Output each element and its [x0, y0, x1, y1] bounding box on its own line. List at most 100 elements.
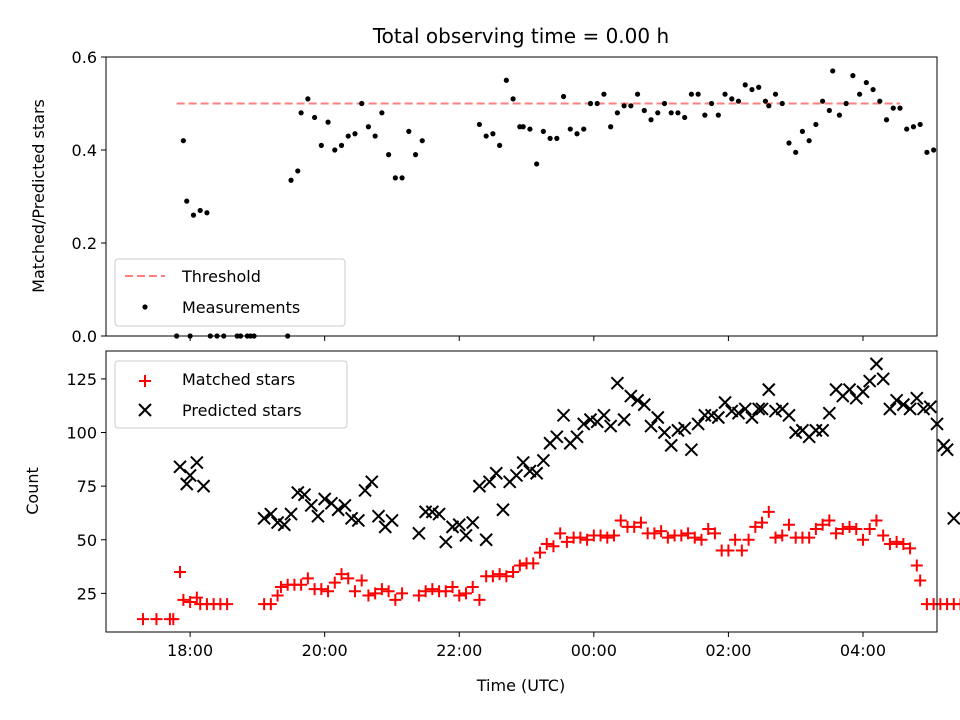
data-point	[581, 126, 587, 132]
ratio-panel: 0.0 0.2 0.4 0.6 Matched/Predicted stars Thr…	[29, 48, 938, 346]
data-point	[651, 410, 665, 425]
chart-title: Total observing time = 0.00 h	[372, 24, 669, 48]
data-point	[574, 531, 587, 544]
count-x-ticks: 18:00 20:00 22:00 00:00 02:00 04:00	[167, 632, 886, 660]
data-point	[581, 533, 594, 546]
matched-stars-series	[137, 505, 960, 626]
data-point	[863, 523, 876, 536]
data-point	[318, 142, 324, 148]
data-point	[890, 105, 896, 111]
count-x-tick-label: 02:00	[705, 641, 751, 660]
data-point	[691, 417, 705, 431]
data-point	[870, 86, 876, 93]
data-point	[534, 546, 547, 559]
count-y-tick-label: 125	[66, 370, 97, 389]
data-point	[904, 126, 910, 132]
count-y-ticks: 25 50 75 100 125	[66, 370, 106, 603]
data-point	[426, 583, 439, 596]
data-point	[954, 598, 960, 611]
ratio-y-ticks: 0.0 0.2 0.4 0.6	[72, 48, 106, 346]
data-point	[661, 531, 674, 544]
data-point	[419, 138, 425, 144]
data-point	[297, 488, 312, 502]
data-point	[637, 397, 652, 412]
data-point	[675, 529, 688, 542]
data-point	[668, 110, 674, 116]
data-point	[520, 124, 526, 130]
data-point	[722, 91, 728, 97]
data-point	[641, 107, 647, 114]
data-point	[702, 112, 708, 118]
data-point	[325, 119, 331, 125]
data-point	[264, 598, 277, 611]
count-x-tick-label: 20:00	[302, 641, 348, 660]
data-point	[931, 147, 937, 153]
data-point	[863, 79, 869, 86]
data-point	[677, 421, 692, 435]
data-point	[550, 430, 564, 444]
data-point	[664, 438, 678, 453]
data-point	[755, 402, 769, 416]
data-point	[782, 408, 796, 423]
data-point	[731, 406, 746, 420]
data-point	[890, 535, 903, 548]
data-point	[167, 613, 180, 626]
ratio-x-ticks	[189, 336, 864, 341]
data-point	[601, 531, 614, 544]
data-point	[288, 177, 294, 183]
data-point	[359, 100, 365, 107]
data-point	[883, 402, 897, 416]
data-point	[657, 425, 672, 440]
data-point	[304, 498, 318, 513]
data-point	[509, 468, 524, 483]
data-point	[284, 507, 298, 521]
data-point	[718, 395, 732, 410]
data-point	[459, 528, 473, 543]
count-plot-area	[137, 357, 960, 626]
data-point	[715, 112, 721, 118]
data-point	[331, 503, 345, 517]
data-point	[610, 376, 625, 390]
data-point	[466, 515, 480, 530]
ratio-axes-frame	[105, 56, 938, 337]
threshold-legend-label: Threshold	[181, 267, 261, 286]
data-point	[372, 133, 378, 139]
data-point	[682, 527, 695, 540]
data-point	[877, 529, 890, 542]
data-point	[352, 131, 358, 137]
data-point	[682, 114, 688, 121]
data-point	[742, 82, 748, 88]
data-point	[365, 124, 372, 130]
data-point	[371, 509, 386, 523]
data-point	[503, 77, 509, 83]
data-point	[574, 131, 580, 137]
data-point	[897, 105, 903, 111]
data-point	[889, 393, 904, 408]
data-point	[184, 198, 190, 204]
data-point	[648, 527, 661, 540]
data-point	[803, 531, 816, 544]
data-point	[614, 514, 627, 527]
data-point	[386, 152, 392, 158]
data-point	[332, 147, 338, 153]
data-point	[782, 518, 795, 531]
data-point	[857, 91, 863, 97]
data-point	[389, 593, 402, 606]
data-point	[836, 523, 849, 536]
data-point	[617, 412, 631, 427]
data-point	[489, 466, 503, 480]
data-point	[897, 538, 910, 551]
data-point	[305, 96, 311, 102]
data-point	[554, 135, 560, 141]
data-point	[311, 114, 318, 121]
data-point	[379, 110, 385, 116]
data-point	[809, 523, 822, 536]
data-point	[688, 91, 695, 97]
data-point	[382, 585, 395, 598]
data-point	[540, 538, 553, 551]
data-point	[396, 587, 409, 600]
data-point	[534, 161, 540, 167]
data-point	[702, 523, 715, 536]
data-point	[776, 529, 789, 542]
data-point	[177, 593, 190, 606]
